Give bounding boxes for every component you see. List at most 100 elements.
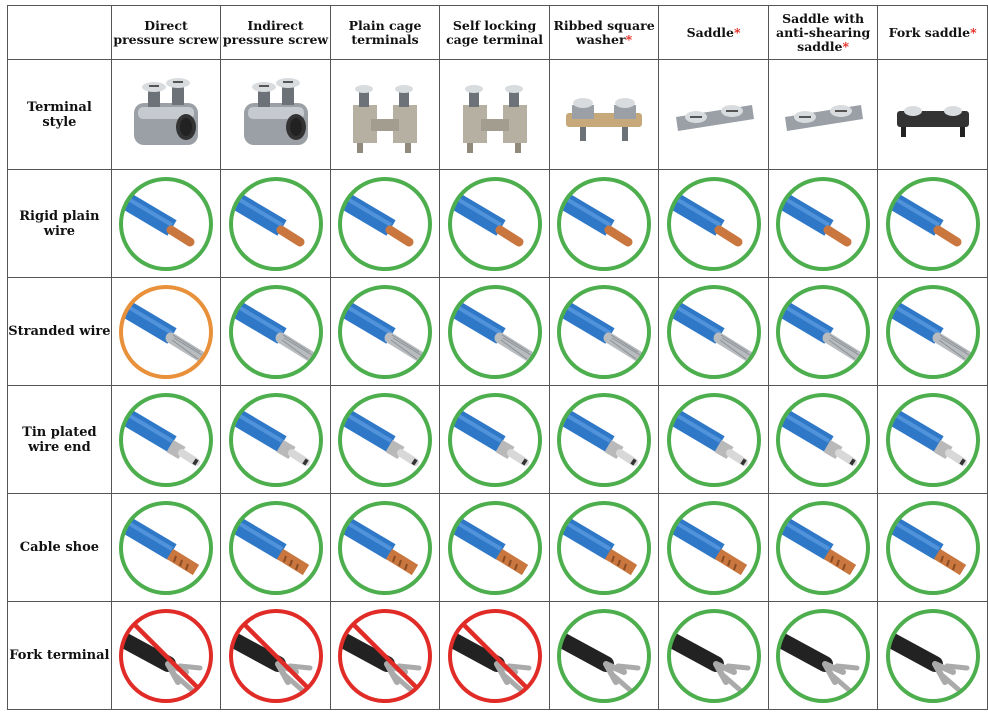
compatibility-cell bbox=[439, 601, 550, 710]
self-locking-cage-terminal-icon bbox=[462, 84, 527, 153]
compatibility-cell bbox=[110, 385, 222, 494]
terminal-image-cell bbox=[658, 59, 769, 170]
terminal-image-cell bbox=[877, 59, 988, 170]
corner-cell bbox=[7, 5, 112, 60]
compatible-stranded-wire-icon bbox=[885, 284, 980, 379]
compatibility-cell bbox=[767, 169, 879, 278]
compatible-shoe-wire-icon bbox=[119, 500, 213, 595]
wire-row: Tin plated wire end bbox=[7, 385, 988, 494]
column-header-label: Fork saddle bbox=[888, 24, 971, 40]
compatibility-cell bbox=[110, 169, 222, 278]
compatibility-cell bbox=[767, 385, 879, 494]
compatible-rigid-wire-icon bbox=[119, 176, 213, 271]
compatible-shoe-wire-icon bbox=[666, 500, 761, 595]
compatibility-cell bbox=[767, 601, 879, 710]
column-header: Ribbed square washer* bbox=[548, 5, 660, 60]
compatibility-cell bbox=[658, 601, 769, 710]
column-header-label: Self locking cage terminal bbox=[446, 17, 544, 47]
compatible-shoe-wire-icon bbox=[885, 500, 980, 595]
caution-stranded-wire-icon bbox=[119, 284, 213, 379]
compatibility-cell bbox=[877, 169, 988, 278]
compatible-tinned-wire-icon bbox=[338, 392, 433, 487]
terminal-image-cell bbox=[220, 59, 331, 170]
column-header-label: Indirect pressure screw bbox=[222, 17, 329, 47]
compatible-tinned-wire-icon bbox=[228, 392, 323, 487]
compatible-fork-wire-icon bbox=[557, 608, 652, 703]
terminal-style-row: Terminal style bbox=[7, 59, 988, 170]
compatible-stranded-wire-icon bbox=[338, 284, 433, 379]
wire-row: Stranded wire bbox=[7, 277, 988, 386]
compatible-stranded-wire-icon bbox=[228, 284, 323, 379]
ribbed-square-washer-terminal-icon bbox=[566, 97, 643, 141]
star-marker: * bbox=[733, 24, 741, 40]
column-header: Saddle* bbox=[658, 5, 769, 60]
compatibility-cell bbox=[329, 277, 441, 386]
compatible-stranded-wire-icon bbox=[447, 284, 542, 379]
terminal-image-cell bbox=[548, 59, 660, 170]
direct-pressure-screw-terminal-icon bbox=[134, 77, 198, 145]
compatibility-cell bbox=[220, 601, 331, 710]
compatible-fork-wire-icon bbox=[666, 608, 761, 703]
compatibility-cell bbox=[439, 493, 550, 602]
column-header: Saddle with anti-shearing saddle* bbox=[767, 5, 879, 60]
terminal-image-cell bbox=[329, 59, 441, 170]
plain-cage-terminal-icon bbox=[353, 84, 418, 153]
compatible-fork-wire-icon bbox=[776, 608, 871, 703]
compatibility-cell bbox=[548, 601, 660, 710]
saddle-terminal-icon bbox=[675, 104, 754, 131]
row-label: Cable shoe bbox=[7, 493, 112, 602]
compatibility-cell bbox=[220, 277, 331, 386]
row-label: Rigid plain wire bbox=[7, 169, 112, 278]
compatible-tinned-wire-icon bbox=[557, 392, 652, 487]
compatibility-cell bbox=[548, 169, 660, 278]
compatibility-table: Direct pressure screw Indirect pressure … bbox=[7, 5, 988, 710]
compatibility-cell bbox=[439, 277, 550, 386]
compatibility-cell bbox=[220, 493, 331, 602]
terminal-image-cell bbox=[110, 59, 222, 170]
column-header: Indirect pressure screw bbox=[220, 5, 331, 60]
compatible-tinned-wire-icon bbox=[776, 392, 871, 487]
column-header: Direct pressure screw bbox=[110, 5, 222, 60]
column-header-label: Plain cage terminals bbox=[348, 17, 422, 47]
compatible-shoe-wire-icon bbox=[776, 500, 871, 595]
compatibility-cell bbox=[439, 385, 550, 494]
row-label: Stranded wire bbox=[7, 277, 112, 386]
star-marker: * bbox=[970, 24, 977, 40]
compatibility-cell bbox=[658, 493, 769, 602]
compatibility-cell bbox=[658, 277, 769, 386]
column-header-label: Saddle bbox=[686, 24, 734, 40]
compatible-tinned-wire-icon bbox=[666, 392, 761, 487]
compatible-rigid-wire-icon bbox=[338, 176, 433, 271]
row-label: Fork terminal bbox=[7, 601, 112, 710]
column-header: Self locking cage terminal bbox=[439, 5, 550, 60]
compatible-shoe-wire-icon bbox=[228, 500, 323, 595]
compatibility-cell bbox=[877, 277, 988, 386]
compatibility-cell bbox=[110, 277, 222, 386]
compatible-shoe-wire-icon bbox=[557, 500, 652, 595]
not-compatible-fork-wire-icon bbox=[447, 608, 542, 703]
compatibility-cell bbox=[439, 169, 550, 278]
compatibility-cell bbox=[220, 169, 331, 278]
compatible-tinned-wire-icon bbox=[119, 392, 213, 487]
compatible-tinned-wire-icon bbox=[885, 392, 980, 487]
compatibility-cell bbox=[329, 493, 441, 602]
star-marker: * bbox=[625, 31, 633, 47]
compatible-rigid-wire-icon bbox=[885, 176, 980, 271]
compatible-rigid-wire-icon bbox=[557, 176, 652, 271]
compatibility-cell bbox=[548, 277, 660, 386]
compatibility-cell bbox=[658, 385, 769, 494]
wire-row: Rigid plain wire bbox=[7, 169, 988, 278]
column-header: Plain cage terminals bbox=[329, 5, 441, 60]
header-row: Direct pressure screw Indirect pressure … bbox=[7, 5, 988, 60]
anti-shearing-saddle-terminal-icon bbox=[785, 104, 864, 131]
wire-row: Cable shoe bbox=[7, 493, 988, 602]
indirect-pressure-screw-terminal-icon bbox=[243, 77, 308, 145]
compatibility-cell bbox=[548, 385, 660, 494]
compatibility-cell bbox=[548, 493, 660, 602]
compatibility-cell bbox=[110, 601, 222, 710]
compatibility-cell bbox=[658, 169, 769, 278]
compatibility-cell bbox=[329, 169, 441, 278]
compatible-rigid-wire-icon bbox=[228, 176, 323, 271]
terminal-image-cell bbox=[439, 59, 550, 170]
column-header-label: Ribbed square washer bbox=[553, 17, 655, 47]
